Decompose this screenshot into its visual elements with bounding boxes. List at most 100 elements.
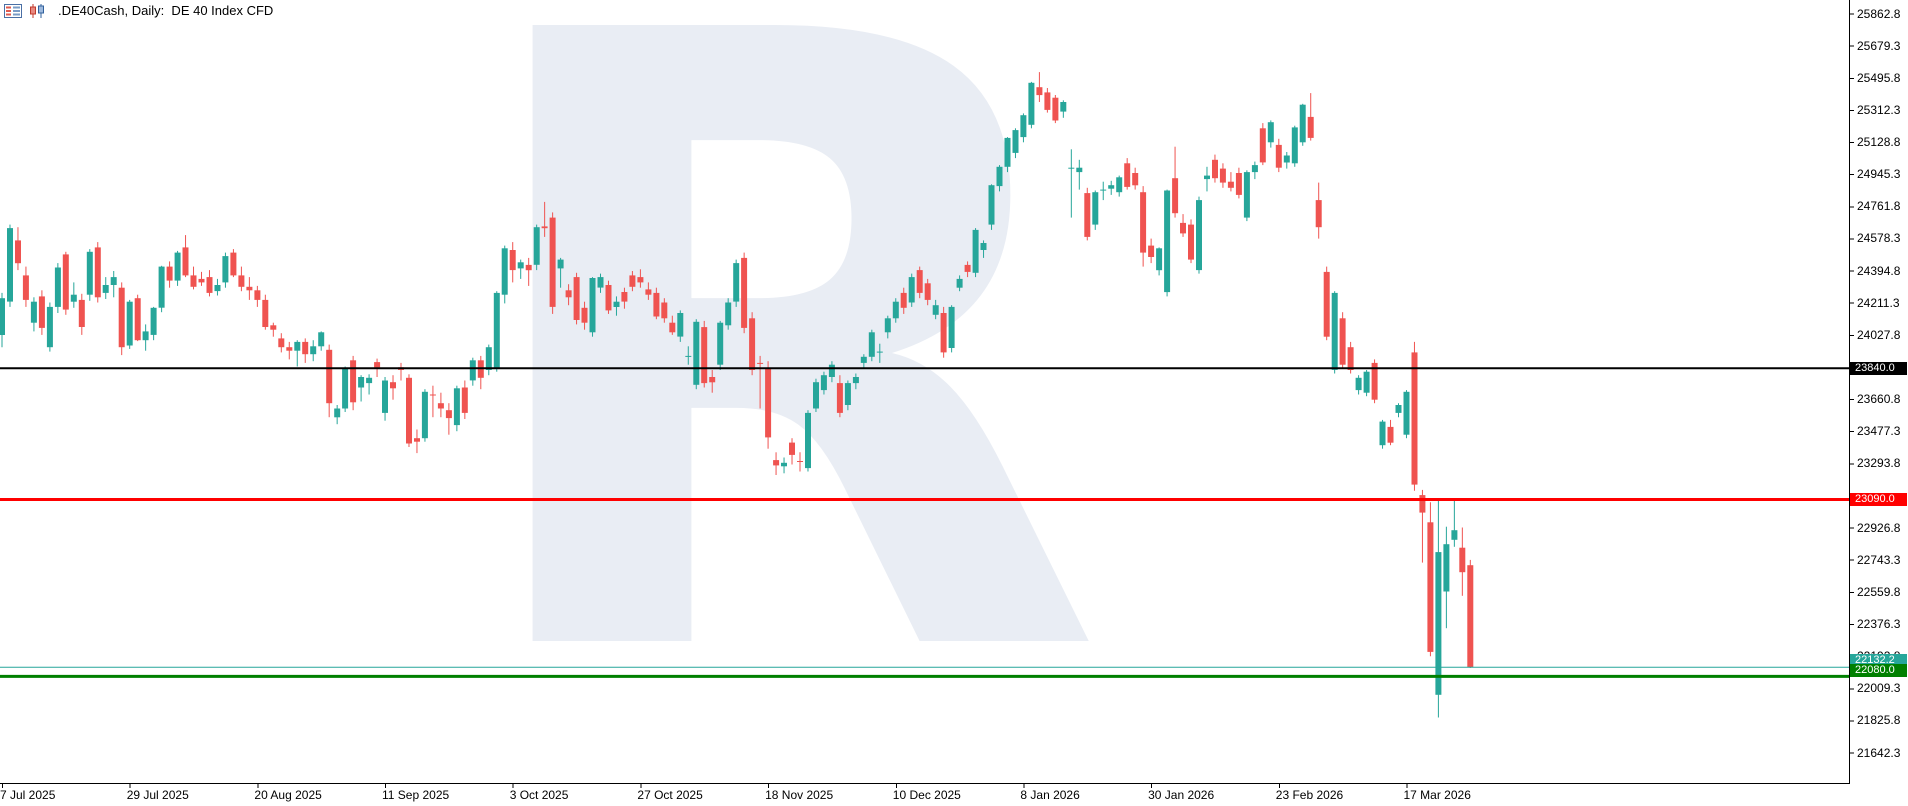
candle-body [709, 377, 716, 383]
candle-body [1283, 155, 1290, 163]
time-tick-label: 29 Jul 2025 [126, 788, 189, 802]
price-tick-label: 22376.3 [1857, 617, 1901, 631]
candle-body [461, 387, 468, 413]
candle-body [1291, 127, 1298, 164]
candle-body [1052, 97, 1059, 121]
candle-body [828, 364, 835, 377]
candle-body [701, 327, 708, 384]
candle-body [597, 277, 604, 288]
candle-body [1355, 377, 1362, 391]
candle-body [1259, 128, 1266, 163]
candle-body [110, 277, 117, 285]
candle-body [1084, 193, 1091, 237]
candle-body [996, 166, 1003, 187]
candle-body [820, 375, 827, 391]
candle-body [421, 391, 428, 439]
time-tick-label: 27 Oct 2025 [637, 788, 703, 802]
candle-body [1427, 522, 1434, 652]
candle-body [836, 383, 843, 413]
candle-body [677, 313, 684, 337]
candle-body [1172, 178, 1179, 214]
candle-body [1459, 547, 1466, 573]
candle-body [1419, 495, 1426, 513]
price-tick-label: 21825.8 [1857, 713, 1901, 728]
price-tick-label: 24761.8 [1857, 199, 1901, 214]
time-tick-label: 23 Feb 2026 [1275, 788, 1344, 802]
candle-body [637, 277, 644, 283]
candle-body [1347, 347, 1354, 370]
candle-body [908, 277, 915, 303]
candle-body [1204, 175, 1210, 180]
market-watch-icon[interactable] [4, 3, 22, 18]
candlestick-chart-icon[interactable] [28, 3, 46, 18]
candle-body [1299, 104, 1306, 143]
candle-body [254, 290, 261, 300]
candle-body [988, 185, 995, 225]
candle-body [1068, 167, 1075, 169]
time-tick-label: 20 Aug 2025 [254, 788, 322, 802]
candle-body [533, 227, 540, 265]
price-tick-label: 25312.3 [1857, 102, 1901, 117]
candle-body [573, 277, 580, 320]
candle-body [629, 275, 636, 287]
candle-body [765, 368, 772, 438]
price-tick-label: 23477.3 [1857, 424, 1901, 439]
time-tick-label: 8 Jan 2026 [1020, 788, 1080, 802]
candle-body [924, 283, 931, 300]
candle-body [1076, 167, 1083, 173]
candle-body [1243, 172, 1250, 218]
candle-body [868, 332, 875, 357]
candle-body [22, 275, 29, 300]
candle-body [613, 301, 620, 307]
candle-body [669, 322, 676, 333]
candle-body [916, 270, 923, 293]
candle-body [1403, 391, 1410, 435]
candle-body [1156, 248, 1163, 271]
candle-body [1435, 552, 1442, 695]
candle-body [1148, 245, 1155, 257]
candle-body [852, 377, 859, 384]
candle-body [509, 250, 516, 271]
price-tick-label: 25862.8 [1857, 6, 1901, 21]
candle-body [158, 266, 165, 308]
candle-body [366, 377, 373, 384]
candle-body [214, 285, 221, 292]
candle-body [797, 461, 803, 462]
candle-body [0, 298, 5, 335]
candle-body [1108, 185, 1115, 189]
price-tick-label: 22743.3 [1857, 552, 1901, 567]
price-tick-label: 25679.3 [1857, 38, 1901, 53]
candle-body [302, 341, 309, 355]
candle-body [1212, 159, 1218, 179]
candle-body [142, 331, 149, 341]
candle-body [1060, 102, 1067, 112]
candle-body [102, 285, 109, 293]
candle-body [1124, 163, 1131, 187]
candle-body [860, 356, 867, 363]
price-tick-label: 24578.3 [1857, 231, 1901, 246]
candle-body [693, 321, 700, 385]
price-tick-label: 24027.8 [1857, 327, 1901, 342]
candle-body [246, 286, 253, 291]
candle-body [645, 289, 652, 295]
candle-body [557, 259, 564, 269]
candle-body [844, 383, 851, 405]
candle-body [1275, 144, 1282, 168]
time-tick-label: 10 Dec 2025 [892, 788, 961, 802]
time-tick-label: 11 Sep 2025 [382, 788, 450, 802]
candle-body [190, 275, 197, 287]
candle-body [318, 332, 325, 347]
candle-body [813, 382, 819, 409]
candle-body [1411, 352, 1418, 485]
candle-body [166, 266, 173, 281]
candle-body [1028, 82, 1035, 125]
candle-body [501, 248, 508, 295]
candle-body [549, 217, 556, 307]
candle-body [54, 267, 61, 307]
candle-body [262, 299, 269, 327]
candle-body [206, 277, 213, 293]
support-line-23090-label: 23090.0 [1850, 493, 1907, 506]
candle-body [334, 408, 341, 418]
price-tick-label: 25128.8 [1857, 135, 1901, 149]
